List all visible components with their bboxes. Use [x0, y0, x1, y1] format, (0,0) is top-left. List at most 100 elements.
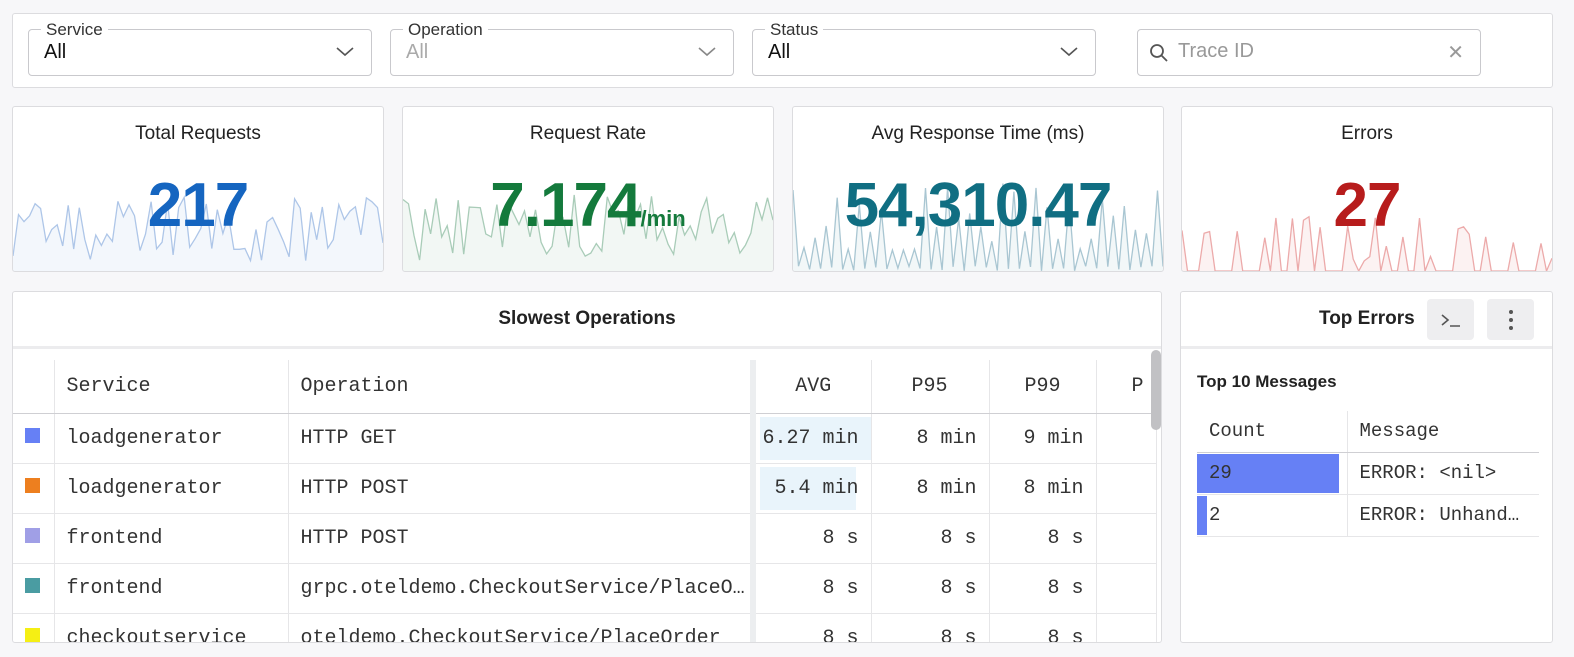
cell-operation: oteldemo.CheckoutService/PlaceOrder — [288, 613, 756, 642]
sparkline-line — [403, 194, 773, 261]
series-color-swatch — [13, 563, 55, 614]
table-header-row: Count Message — [1197, 411, 1539, 453]
column-header-p99[interactable]: P99 — [989, 360, 1097, 414]
filter-bar: Service All Operation All Status All ✕ — [12, 13, 1553, 88]
column-header-message[interactable]: Message — [1347, 411, 1539, 453]
cell-avg-text: 8 s — [822, 526, 859, 550]
status-label: Status — [765, 21, 824, 39]
stat-card-avg-response-time: Avg Response Time (ms) 54,310.47 — [792, 106, 1164, 272]
service-label: Service — [41, 21, 108, 39]
stat-number: 217 — [147, 171, 249, 240]
trace-id-search: ✕ — [1137, 29, 1481, 76]
stat-number: 54,310.47 — [844, 171, 1113, 240]
column-header-p[interactable]: P — [1096, 360, 1157, 414]
operation-select[interactable]: Operation All — [390, 21, 734, 76]
cell-avg: 8 s — [753, 613, 872, 643]
stat-title: Errors — [1341, 123, 1393, 144]
sparkline-area — [1182, 216, 1552, 271]
cell-count: 2 — [1197, 494, 1348, 537]
stat-number: 7.174 — [490, 171, 641, 240]
cell-operation: HTTP POST — [288, 463, 756, 514]
cell-message: ERROR: Unhand… — [1347, 494, 1539, 537]
cell-avg-text: 5.4 min — [774, 476, 859, 500]
cell-avg: 5.4 min — [753, 463, 872, 514]
panel-title: Slowest Operations — [498, 308, 676, 329]
stat-title: Total Requests — [135, 123, 261, 144]
table-row[interactable]: loadgenerator HTTP GET 6.27 min 8 min 9 min — [13, 413, 1157, 464]
operation-value: All — [406, 41, 429, 63]
slowest-operations-table: Service Operation AVG P95 P99 P loadgene… — [13, 360, 1157, 643]
color-column-header — [13, 360, 55, 414]
operation-label: Operation — [403, 21, 488, 39]
scrollbar[interactable] — [1151, 350, 1161, 430]
divider — [1181, 346, 1552, 349]
cell-operation: HTTP GET — [288, 413, 756, 464]
sparkline — [13, 195, 383, 271]
column-header-operation[interactable]: Operation — [288, 360, 756, 414]
stat-title: Request Rate — [529, 123, 647, 144]
cell-p — [1096, 413, 1157, 464]
chevron-down-icon — [336, 47, 354, 57]
terminal-button[interactable] — [1427, 299, 1474, 340]
cell-count: 29 — [1197, 452, 1348, 495]
table-row[interactable]: 2 ERROR: Unhand… — [1197, 494, 1539, 537]
clear-icon[interactable]: ✕ — [1447, 42, 1464, 64]
stat-card-total-requests: Total Requests 217 — [12, 106, 384, 272]
stat-value: 7.174/min — [403, 171, 773, 254]
cell-p95: 8 s — [871, 613, 990, 642]
cell-p99: 8 s — [989, 513, 1097, 564]
status-value: All — [768, 41, 791, 63]
stat-card-request-rate: Request Rate 7.174/min — [402, 106, 774, 272]
more-options-button[interactable] — [1487, 299, 1534, 340]
more-vertical-icon — [1508, 309, 1513, 330]
cell-p99: 9 min — [989, 413, 1097, 464]
table-row[interactable]: loadgenerator HTTP POST 5.4 min 8 min 8 min — [13, 463, 1157, 514]
trace-id-input[interactable] — [1178, 40, 1438, 63]
cell-p95: 8 min — [871, 463, 990, 514]
cell-service: checkoutservice — [54, 613, 289, 642]
cell-avg: 8 s — [753, 563, 872, 614]
service-value: All — [44, 41, 67, 63]
cell-p99: 8 s — [989, 613, 1097, 642]
cell-count-text: 2 — [1209, 504, 1221, 526]
table-row[interactable]: 29 ERROR: <nil> — [1197, 452, 1539, 495]
sparkline — [1182, 215, 1552, 271]
chevron-down-icon — [698, 47, 716, 57]
cell-p — [1096, 513, 1157, 564]
column-header-service[interactable]: Service — [54, 360, 289, 414]
column-header-p95[interactable]: P95 — [871, 360, 990, 414]
sparkline-line — [13, 195, 383, 263]
sparkline-line — [793, 183, 1163, 271]
service-select[interactable]: Service All — [28, 21, 372, 76]
stat-card-errors: Errors 27 — [1181, 106, 1553, 272]
table-row[interactable]: checkoutservice oteldemo.CheckoutService/… — [13, 613, 1157, 643]
sparkline-area — [793, 183, 1163, 271]
cell-p95: 8 s — [871, 563, 990, 614]
cell-avg-text: 8 s — [822, 576, 859, 600]
cell-service: loadgenerator — [54, 413, 289, 464]
cell-p — [1096, 563, 1157, 614]
top-errors-table: Count Message 29 ERROR: <nil> 2 ERROR: Unha… — [1197, 411, 1539, 537]
column-header-avg[interactable]: AVG — [753, 360, 872, 414]
cell-operation: grpc.oteldemo.CheckoutService/PlaceO… — [288, 563, 756, 614]
cell-count-text: 29 — [1209, 462, 1232, 484]
sparkline — [403, 194, 773, 271]
stat-unit: /min — [640, 206, 686, 231]
cell-p95: 8 min — [871, 413, 990, 464]
stat-value: 54,310.47 — [793, 171, 1163, 254]
status-select[interactable]: Status All — [752, 21, 1096, 76]
cell-p95: 8 s — [871, 513, 990, 564]
cell-p — [1096, 463, 1157, 514]
sparkline-line — [1182, 215, 1552, 271]
stat-number: 27 — [1333, 171, 1402, 240]
cell-message: ERROR: <nil> — [1347, 452, 1539, 495]
cell-operation: HTTP POST — [288, 513, 756, 564]
stat-title: Avg Response Time (ms) — [871, 123, 1085, 144]
cell-avg-text: 6.27 min — [762, 426, 859, 450]
column-header-count[interactable]: Count — [1197, 411, 1348, 453]
slowest-operations-panel: Slowest Operations Service Operation AVG… — [12, 291, 1162, 643]
cell-avg-text: 8 s — [822, 626, 859, 643]
table-row[interactable]: frontend grpc.oteldemo.CheckoutService/Pl… — [13, 563, 1157, 614]
cell-service: frontend — [54, 563, 289, 614]
